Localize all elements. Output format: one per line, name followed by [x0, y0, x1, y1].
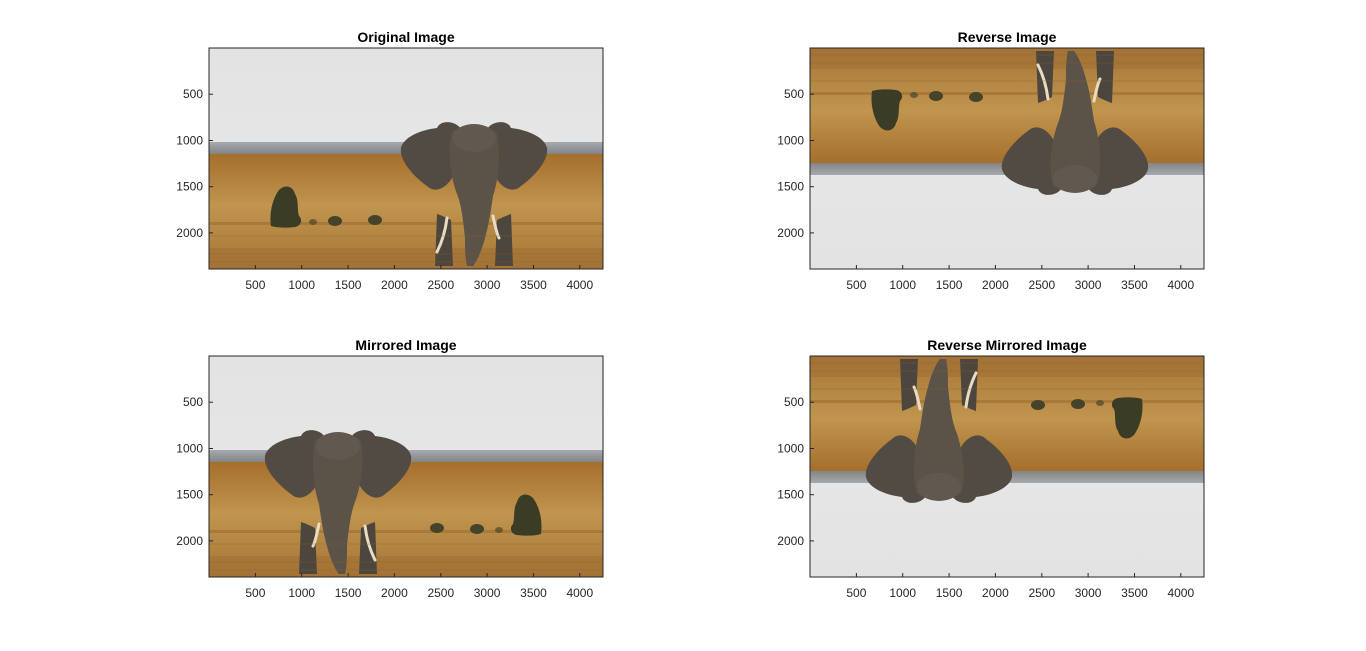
x-tick-label: 500 — [245, 278, 265, 292]
axes-box — [208, 47, 604, 270]
x-tick-label: 3500 — [520, 278, 547, 292]
x-tick-label: 4000 — [566, 278, 593, 292]
x-tick-label: 4000 — [566, 586, 593, 600]
x-tick-label: 2000 — [982, 586, 1009, 600]
x-tick-label: 2500 — [1028, 586, 1055, 600]
y-tick-labels: 500 1000 1500 2000 — [777, 395, 814, 548]
y-tick-label: 1500 — [777, 488, 804, 502]
y-tick-label: 1500 — [176, 488, 203, 502]
x-tick-label: 3000 — [474, 278, 501, 292]
x-tick-label: 3000 — [1075, 278, 1102, 292]
y-tick-label: 1500 — [777, 180, 804, 194]
x-tick-label: 1000 — [288, 278, 315, 292]
x-tick-label: 1000 — [889, 278, 916, 292]
x-tick-label: 1000 — [889, 586, 916, 600]
y-tick-label: 500 — [784, 395, 804, 409]
x-tick-label: 2000 — [982, 278, 1009, 292]
axes-box — [809, 355, 1205, 578]
x-tick-label: 500 — [846, 586, 866, 600]
panel-reverse-mirrored-image: Reverse Mirrored Image 500 1000 1500 2000 25… — [777, 337, 1205, 600]
x-tick-label: 2500 — [427, 586, 454, 600]
x-tick-label: 2500 — [1028, 278, 1055, 292]
x-tick-label: 3000 — [1075, 586, 1102, 600]
axes-box — [208, 355, 604, 578]
x-tick-label: 2500 — [427, 278, 454, 292]
panel-original-image: Original Image 500 1000 1500 2000 2500 3000 35… — [176, 29, 604, 292]
y-tick-label: 1000 — [777, 134, 804, 148]
x-tick-label: 3500 — [520, 586, 547, 600]
elephant-photo — [209, 48, 603, 269]
elephant-photo-mirrored — [209, 356, 603, 577]
y-tick-label: 2000 — [176, 226, 203, 240]
x-tick-label: 2000 — [381, 586, 408, 600]
panel-title: Reverse Mirrored Image — [927, 337, 1087, 353]
axes-box — [809, 47, 1205, 270]
x-tick-label: 1500 — [936, 586, 963, 600]
x-tick-label: 4000 — [1167, 586, 1194, 600]
x-tick-label: 500 — [846, 278, 866, 292]
y-tick-label: 1000 — [176, 134, 203, 148]
x-tick-labels: 500 1000 1500 2000 2500 3000 3500 4000 — [245, 265, 593, 292]
x-tick-labels: 500 1000 1500 2000 2500 3000 3500 4000 — [846, 573, 1194, 600]
panel-reverse-image: Reverse Image 500 1000 1500 2000 2500 3000 350… — [777, 29, 1205, 292]
y-tick-label: 500 — [183, 395, 203, 409]
elephant-photo-flipped-vertical — [810, 48, 1204, 269]
panel-title: Mirrored Image — [355, 337, 456, 353]
elephant-photo-reverse-mirrored — [810, 356, 1204, 577]
y-tick-label: 500 — [784, 87, 804, 101]
y-tick-label: 2000 — [777, 226, 804, 240]
y-tick-label: 2000 — [777, 534, 804, 548]
x-tick-label: 1000 — [288, 586, 315, 600]
x-tick-labels: 500 1000 1500 2000 2500 3000 3500 4000 — [245, 573, 593, 600]
y-tick-labels: 500 1000 1500 2000 — [176, 395, 213, 548]
x-tick-label: 1500 — [335, 278, 362, 292]
x-tick-label: 4000 — [1167, 278, 1194, 292]
panel-title: Reverse Image — [958, 29, 1057, 45]
y-tick-labels: 500 1000 1500 2000 — [777, 87, 814, 240]
x-tick-label: 3000 — [474, 586, 501, 600]
y-tick-labels: 500 1000 1500 2000 — [176, 87, 213, 240]
x-tick-label: 2000 — [381, 278, 408, 292]
x-tick-label: 500 — [245, 586, 265, 600]
panel-mirrored-image: Mirrored Image 500 1000 1500 2000 2500 3000 35… — [176, 337, 604, 600]
y-tick-label: 500 — [183, 87, 203, 101]
panel-title: Original Image — [357, 29, 454, 45]
x-tick-label: 3500 — [1121, 278, 1148, 292]
y-tick-label: 1000 — [176, 442, 203, 456]
x-tick-label: 1500 — [936, 278, 963, 292]
x-tick-label: 3500 — [1121, 586, 1148, 600]
x-tick-labels: 500 1000 1500 2000 2500 3000 3500 4000 — [846, 265, 1194, 292]
y-tick-label: 1000 — [777, 442, 804, 456]
y-tick-label: 2000 — [176, 534, 203, 548]
y-tick-label: 1500 — [176, 180, 203, 194]
x-tick-label: 1500 — [335, 586, 362, 600]
